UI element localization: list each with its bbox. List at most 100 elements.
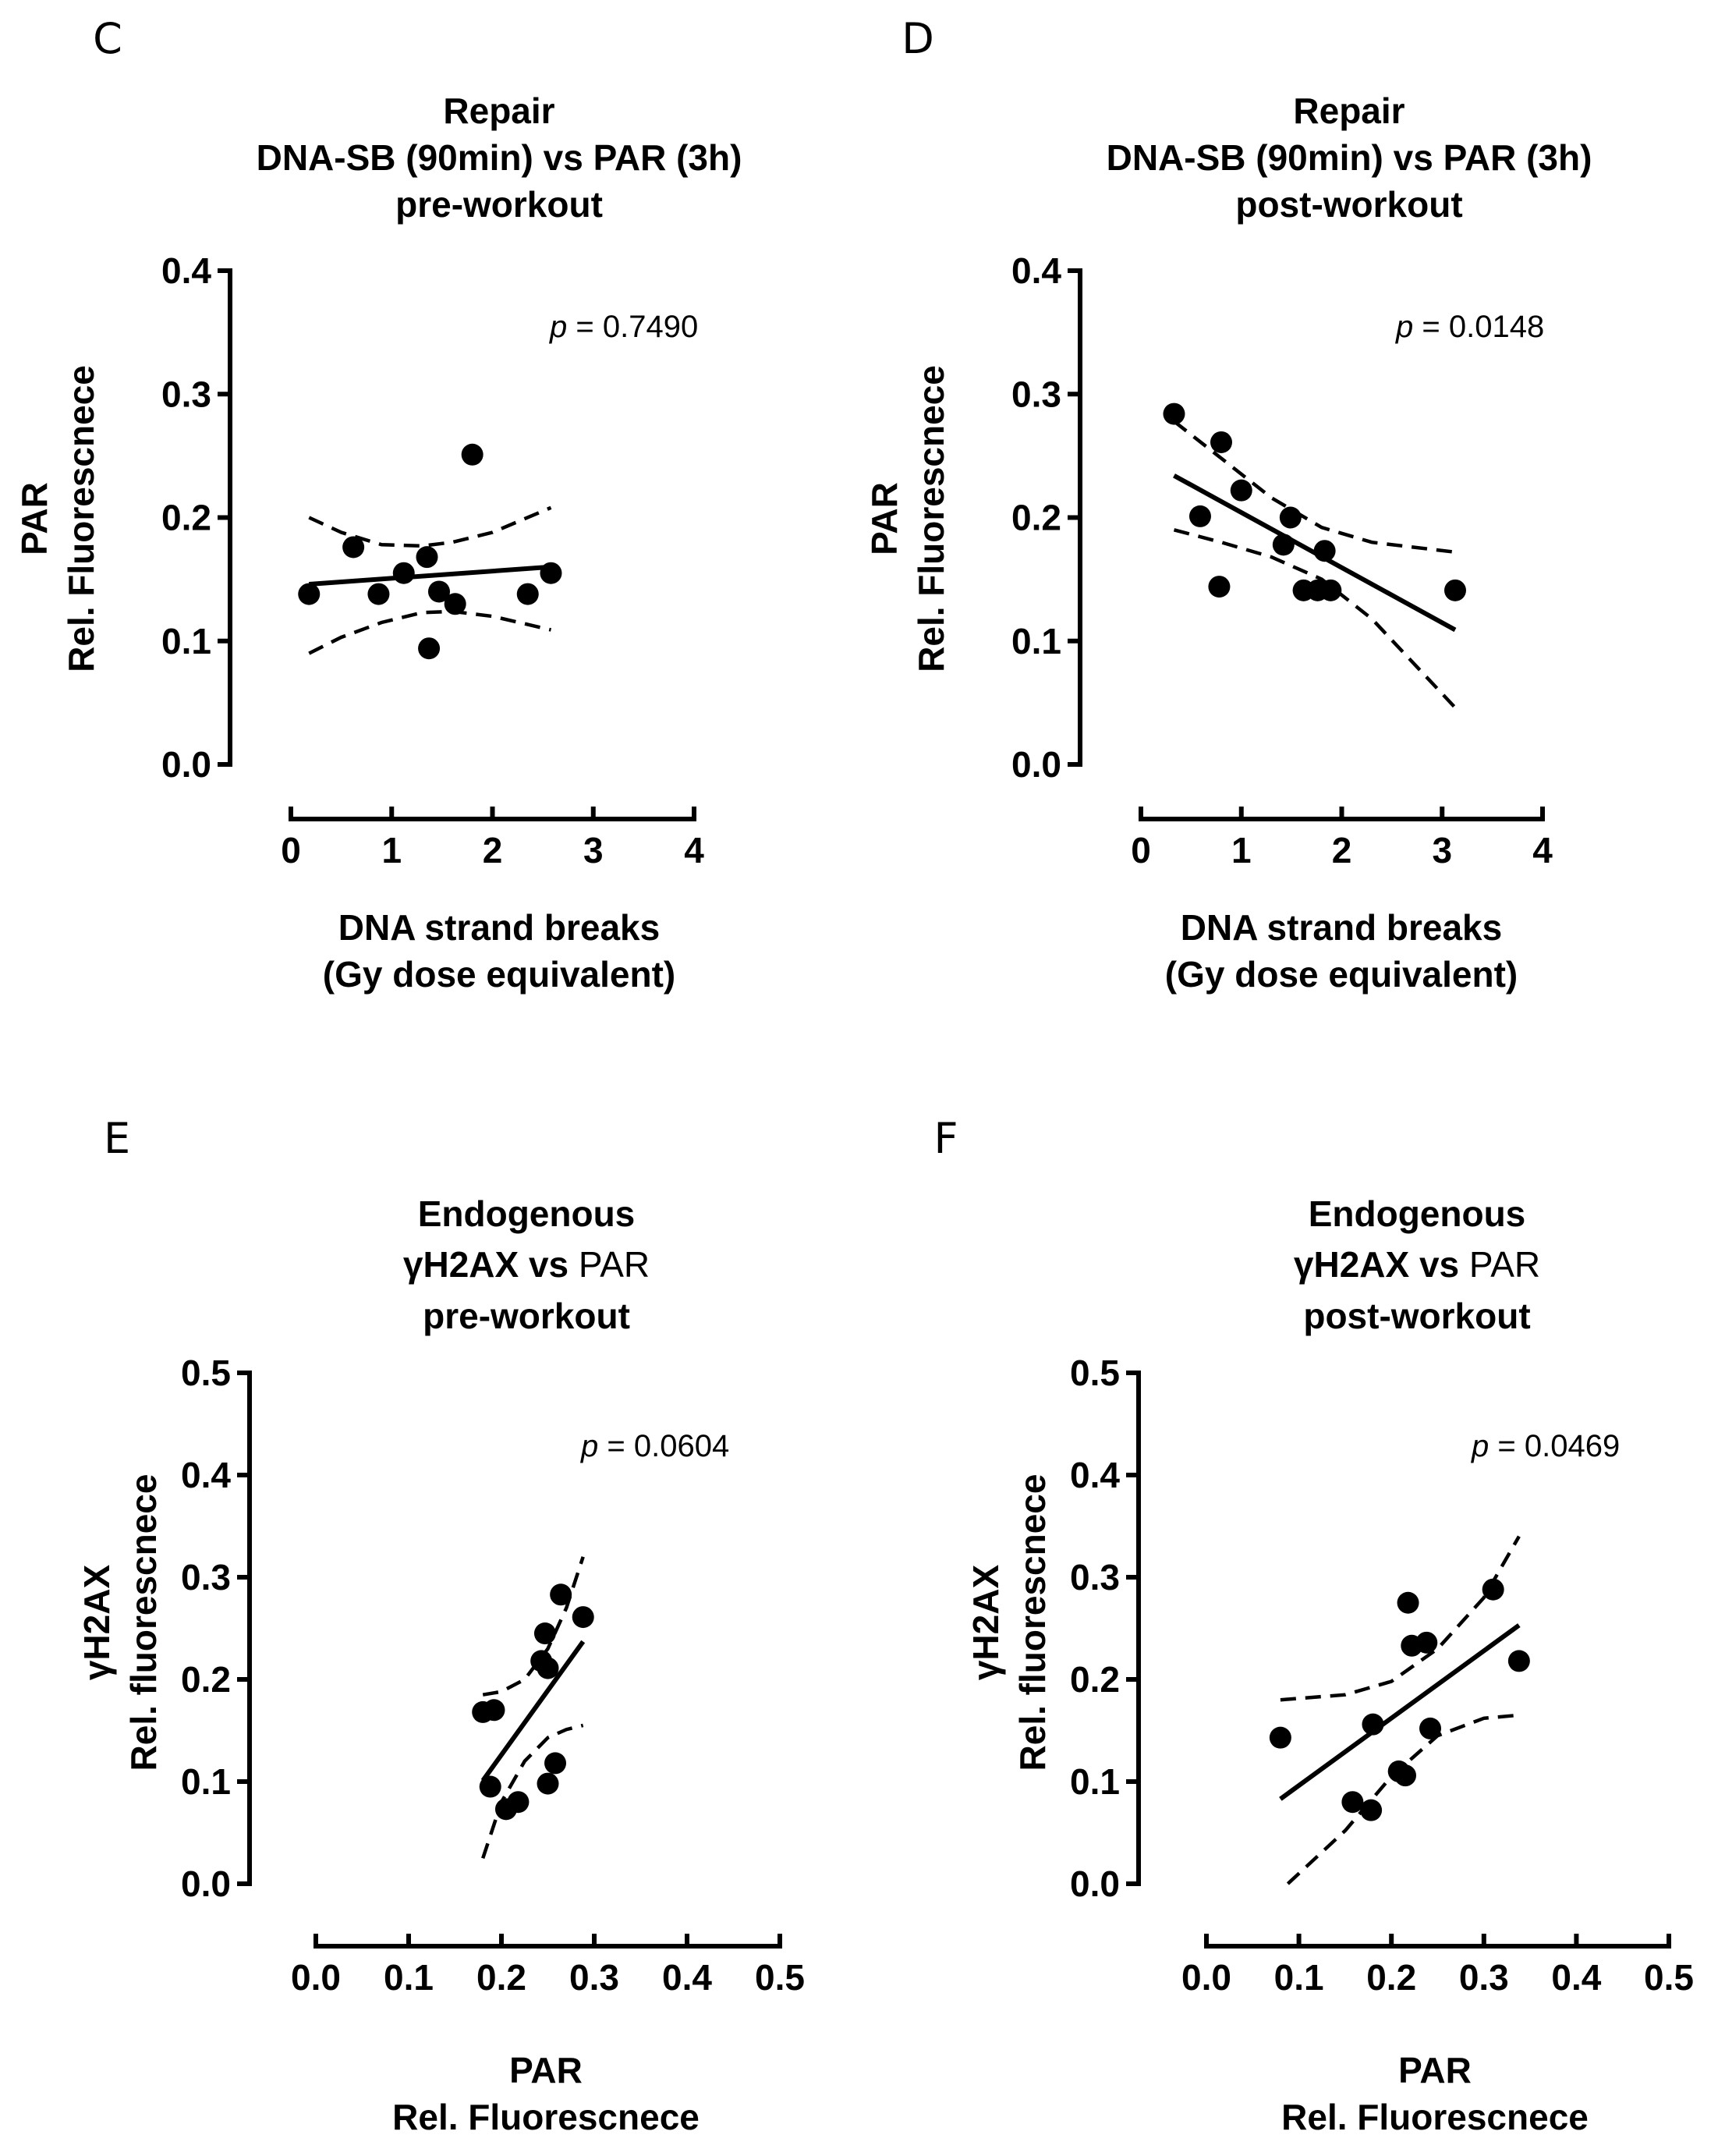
data-point [342, 536, 365, 559]
title-part: γH2AX vs [403, 1244, 569, 1285]
chart-title-line: DNA-SB (90min) vs PAR (3h) [1107, 137, 1592, 178]
y-tick-label: 0.0 [161, 744, 211, 785]
chart-title-line: DNA-SB (90min) vs PAR (3h) [257, 137, 742, 178]
data-point [392, 562, 415, 584]
data-point [1208, 576, 1231, 598]
panel-letter: F [933, 1114, 958, 1163]
panel-f: F Endogenous γH2AX vs PAR post-workout γH2AX… [933, 1114, 1694, 2137]
p-value-annotation: p = 0.7490 [549, 310, 698, 344]
x-axis-label: PAR [509, 2050, 583, 2090]
y-tick-label: 0.4 [161, 250, 211, 291]
ci-lower-band [1173, 528, 1457, 709]
chart-title-line: γH2AX vs PAR [403, 1244, 650, 1285]
y-axis-label: Rel. fluorescnece [1012, 1474, 1053, 1771]
data-point [1319, 579, 1342, 601]
title-part: Endogenous [418, 1193, 636, 1234]
title-part: post-workout [1235, 184, 1462, 225]
x-tick-label: 0.3 [569, 1957, 619, 1998]
y-tick-label: 0.4 [1011, 250, 1061, 291]
data-point [1443, 579, 1466, 601]
x-axis-label: DNA strand breaks [338, 907, 660, 948]
chart-title-line: Repair [1293, 90, 1405, 131]
chart-title-line: Endogenous [418, 1193, 636, 1234]
ci-upper-band [1280, 1535, 1521, 1702]
ci-upper-band [308, 505, 552, 548]
x-tick-label: 0.0 [1181, 1957, 1231, 1998]
y-axis-label: Rel. Fluorescnece [911, 365, 951, 672]
x-tick-label: 2 [483, 830, 503, 871]
x-tick-label: 0.4 [1551, 1957, 1601, 1998]
x-tick-label: 0.1 [384, 1957, 434, 1998]
y-tick-label: 0.2 [1070, 1659, 1120, 1700]
y-tick-label: 0.4 [181, 1455, 231, 1495]
y-tick-label: 0.5 [181, 1353, 231, 1393]
x-axis-label: Rel. Fluorescnece [392, 2097, 700, 2137]
data-point [1272, 534, 1295, 556]
y-axis-label: Rel. Fluorescnece [61, 365, 101, 672]
y-tick-label: 0.2 [1011, 498, 1061, 538]
data-point [1163, 402, 1185, 425]
data-point [537, 1657, 559, 1679]
panel-letter: E [104, 1114, 130, 1163]
data-point [1482, 1578, 1504, 1601]
x-tick-label: 0 [1131, 830, 1151, 871]
title-part: PAR [569, 1244, 650, 1285]
data-point [1313, 540, 1336, 562]
p-equals: = [598, 1429, 634, 1463]
y-axis-label: Rel. fluorescnece [123, 1474, 164, 1771]
x-tick-label: 0.1 [1274, 1957, 1324, 1998]
x-axis-label: (Gy dose equivalent) [1165, 954, 1518, 995]
p-equals: = [1413, 310, 1449, 344]
x-tick-label: 2 [1332, 830, 1352, 871]
p-equals: = [567, 310, 603, 344]
x-tick-label: 0.5 [755, 1957, 805, 1998]
regression-line [309, 564, 551, 587]
data-point [550, 1583, 572, 1606]
x-tick-label: 4 [684, 830, 704, 871]
y-tick-label: 0.0 [181, 1863, 231, 1904]
data-point [1269, 1726, 1291, 1749]
x-tick-label: 0.2 [1366, 1957, 1416, 1998]
data-point [416, 546, 438, 569]
p-label: p [549, 310, 567, 344]
data-point [1415, 1631, 1438, 1654]
x-axis-label: Rel. Fluorescnece [1281, 2097, 1589, 2137]
data-point [544, 1752, 567, 1775]
p-equals: = [1489, 1429, 1525, 1463]
data-point [1210, 431, 1232, 453]
panel-c: C Repair DNA-SB (90min) vs PAR (3h) pre-wor… [14, 14, 742, 995]
panel-d: D Repair DNA-SB (90min) vs PAR (3h) post-wo… [864, 14, 1592, 995]
y-tick-label: 0.2 [161, 498, 211, 538]
data-point [427, 580, 450, 603]
p-value-annotation: p = 0.0604 [580, 1429, 729, 1463]
y-tick-label: 0.0 [1070, 1863, 1120, 1904]
data-point [1230, 479, 1252, 502]
y-tick-label: 0.1 [161, 621, 211, 661]
data-point [461, 443, 484, 466]
data-point [1397, 1591, 1419, 1614]
ci-lower-band [308, 609, 552, 655]
chart-title-line: pre-workout [395, 184, 603, 225]
data-point [298, 583, 321, 605]
data-point [483, 1699, 505, 1722]
chart-title-line: Repair [443, 90, 554, 131]
x-tick-label: 1 [1231, 830, 1252, 871]
data-point [1507, 1650, 1530, 1672]
y-tick-label: 0.5 [1070, 1353, 1120, 1393]
data-point [367, 583, 390, 605]
chart-title-line: Endogenous [1309, 1193, 1526, 1234]
ci-upper-band [482, 1556, 585, 1697]
x-axis-label: (Gy dose equivalent) [323, 954, 675, 995]
chart-title-line: post-workout [1235, 184, 1462, 225]
data-point [1362, 1713, 1384, 1736]
data-point [1360, 1799, 1383, 1821]
y-tick-label: 0.1 [1070, 1761, 1120, 1802]
p-value-annotation: p = 0.0469 [1471, 1429, 1620, 1463]
regression-line [1279, 1623, 1521, 1801]
regression-line [480, 1640, 586, 1782]
p-value: 0.7490 [603, 310, 698, 344]
p-label: p [1395, 310, 1413, 344]
y-tick-label: 0.1 [181, 1761, 231, 1802]
